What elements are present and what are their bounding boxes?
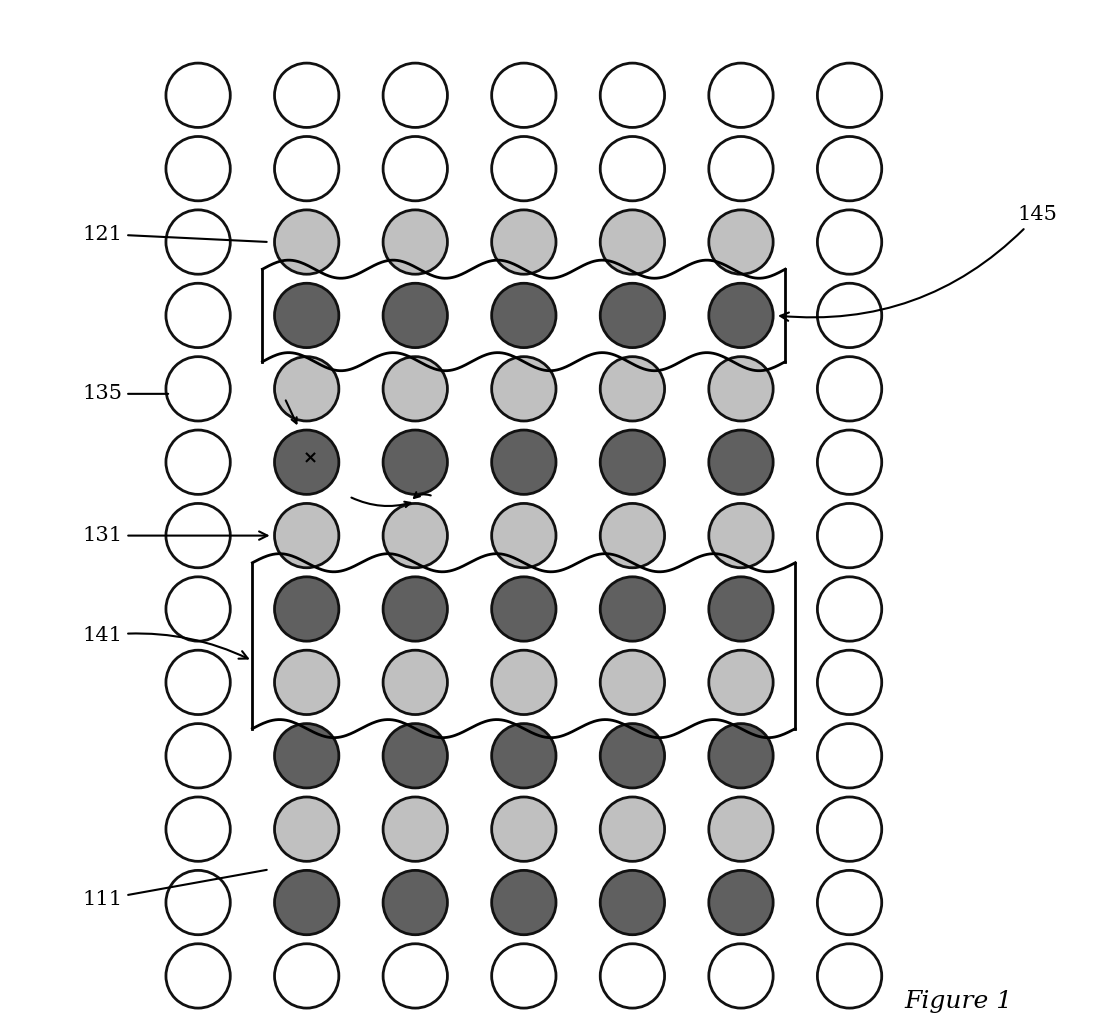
Circle shape — [492, 210, 556, 274]
Circle shape — [274, 944, 339, 1008]
Circle shape — [817, 357, 881, 421]
Circle shape — [492, 136, 556, 201]
Circle shape — [709, 724, 774, 788]
Circle shape — [601, 504, 665, 568]
Circle shape — [817, 650, 881, 714]
Circle shape — [383, 577, 447, 641]
Circle shape — [492, 63, 556, 127]
Circle shape — [492, 871, 556, 935]
Circle shape — [383, 283, 447, 347]
Text: ×: × — [303, 449, 319, 467]
Circle shape — [274, 504, 339, 568]
Text: 135: 135 — [82, 385, 169, 403]
Circle shape — [492, 430, 556, 494]
Circle shape — [383, 210, 447, 274]
Circle shape — [709, 210, 774, 274]
Circle shape — [817, 63, 881, 127]
Circle shape — [709, 136, 774, 201]
Circle shape — [383, 430, 447, 494]
Circle shape — [492, 724, 556, 788]
Circle shape — [817, 504, 881, 568]
Circle shape — [817, 577, 881, 641]
Circle shape — [709, 430, 774, 494]
Text: Figure 1: Figure 1 — [905, 991, 1012, 1013]
Circle shape — [492, 504, 556, 568]
Circle shape — [601, 63, 665, 127]
Circle shape — [709, 871, 774, 935]
Circle shape — [817, 210, 881, 274]
Text: 111: 111 — [82, 870, 266, 909]
Circle shape — [383, 650, 447, 714]
Circle shape — [383, 357, 447, 421]
Circle shape — [165, 136, 230, 201]
Circle shape — [383, 724, 447, 788]
Circle shape — [274, 283, 339, 347]
Circle shape — [274, 357, 339, 421]
Circle shape — [383, 871, 447, 935]
Circle shape — [165, 504, 230, 568]
Circle shape — [601, 136, 665, 201]
Circle shape — [817, 430, 881, 494]
Text: 121: 121 — [82, 224, 266, 243]
Circle shape — [601, 871, 665, 935]
Circle shape — [601, 430, 665, 494]
Circle shape — [165, 283, 230, 347]
Circle shape — [274, 210, 339, 274]
Circle shape — [817, 724, 881, 788]
Circle shape — [383, 504, 447, 568]
Circle shape — [165, 63, 230, 127]
Circle shape — [274, 136, 339, 201]
Circle shape — [274, 871, 339, 935]
Circle shape — [709, 650, 774, 714]
Circle shape — [492, 650, 556, 714]
Circle shape — [492, 944, 556, 1008]
Circle shape — [165, 430, 230, 494]
Circle shape — [492, 283, 556, 347]
Circle shape — [817, 797, 881, 861]
Circle shape — [165, 724, 230, 788]
Circle shape — [165, 944, 230, 1008]
Circle shape — [274, 430, 339, 494]
Circle shape — [165, 210, 230, 274]
Circle shape — [709, 797, 774, 861]
Circle shape — [274, 797, 339, 861]
Circle shape — [817, 871, 881, 935]
Circle shape — [492, 797, 556, 861]
Circle shape — [601, 210, 665, 274]
Circle shape — [709, 357, 774, 421]
Circle shape — [601, 724, 665, 788]
Circle shape — [709, 63, 774, 127]
Circle shape — [274, 577, 339, 641]
Circle shape — [492, 357, 556, 421]
Circle shape — [817, 136, 881, 201]
Circle shape — [383, 797, 447, 861]
Circle shape — [165, 650, 230, 714]
Circle shape — [709, 504, 774, 568]
Circle shape — [165, 577, 230, 641]
Circle shape — [165, 797, 230, 861]
Circle shape — [165, 357, 230, 421]
Circle shape — [601, 577, 665, 641]
Circle shape — [274, 63, 339, 127]
Circle shape — [492, 577, 556, 641]
Circle shape — [709, 944, 774, 1008]
Circle shape — [383, 136, 447, 201]
Circle shape — [601, 357, 665, 421]
Text: 131: 131 — [82, 526, 268, 545]
Circle shape — [383, 63, 447, 127]
Circle shape — [274, 650, 339, 714]
Circle shape — [601, 797, 665, 861]
Circle shape — [709, 577, 774, 641]
Circle shape — [601, 283, 665, 347]
Circle shape — [709, 283, 774, 347]
Circle shape — [601, 650, 665, 714]
Text: 141: 141 — [82, 627, 248, 659]
Circle shape — [165, 871, 230, 935]
Circle shape — [817, 944, 881, 1008]
Circle shape — [601, 944, 665, 1008]
Circle shape — [817, 283, 881, 347]
Text: 145: 145 — [780, 206, 1058, 321]
Circle shape — [383, 944, 447, 1008]
Circle shape — [274, 724, 339, 788]
